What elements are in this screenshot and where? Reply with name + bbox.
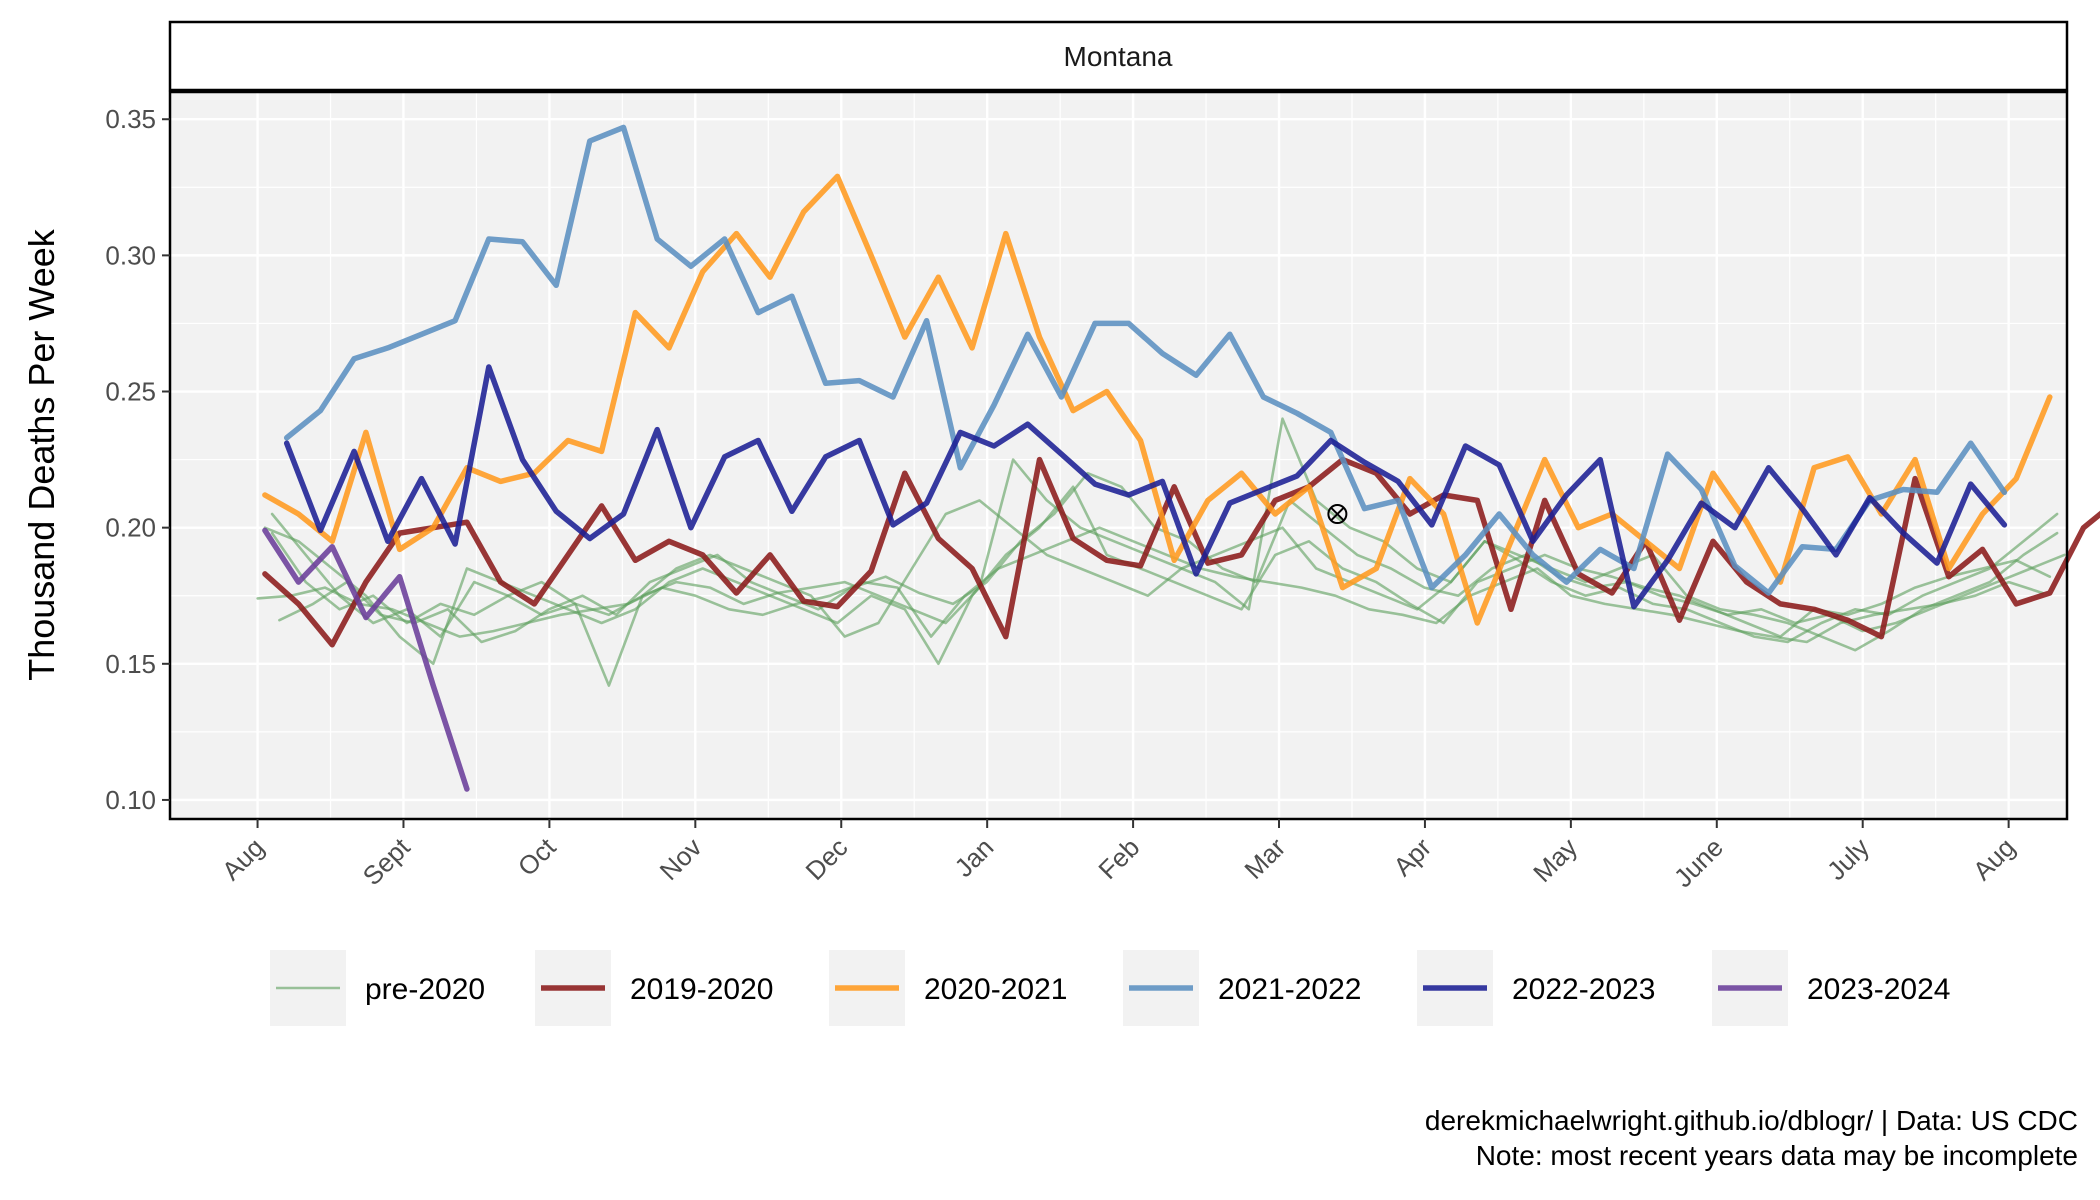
series-layer bbox=[256, 124, 2100, 792]
series-line-2021-2022 bbox=[283, 124, 2008, 596]
series-line-pre-2020 bbox=[263, 485, 2052, 666]
x-tick-label: Nov bbox=[654, 832, 708, 886]
legend: pre-2020 2019-2020 2020-2021 2021-2022 2022-… bbox=[270, 950, 1950, 1026]
y-axis-label: Thousand Deaths Per Week bbox=[21, 228, 62, 681]
x-tick-label: Aug bbox=[1967, 832, 2021, 886]
y-tick-label: 0.15 bbox=[105, 649, 156, 679]
caption-note: Note: most recent years data may be inco… bbox=[1476, 1140, 2078, 1171]
legend-label: 2023-2024 bbox=[1807, 973, 1950, 1006]
x-tick-label: May bbox=[1527, 832, 1583, 888]
marker-layer bbox=[1327, 504, 1348, 525]
facet-strip bbox=[168, 20, 2069, 92]
series-line-2020-2021 bbox=[262, 173, 2053, 626]
legend-label: 2021-2022 bbox=[1218, 973, 1361, 1006]
plot-panel-border bbox=[168, 90, 2069, 821]
x-tick-label: Aug bbox=[216, 832, 270, 886]
plot-panel bbox=[170, 92, 2067, 819]
x-tick-label: Sept bbox=[357, 831, 417, 891]
x-tick-label: Feb bbox=[1092, 832, 1145, 885]
x-tick-label: Jan bbox=[949, 832, 1000, 883]
series-line-2022-2023 bbox=[283, 364, 2008, 610]
legend-label: 2022-2023 bbox=[1512, 973, 1655, 1006]
x-tick-label: Mar bbox=[1238, 832, 1291, 885]
caption-source: derekmichaelwright.github.io/dblogr/ | D… bbox=[1425, 1105, 2078, 1136]
series-line-2023-2024 bbox=[262, 527, 470, 792]
y-tick-label: 0.35 bbox=[105, 104, 156, 134]
y-tick-label: 0.10 bbox=[105, 785, 156, 815]
facet-strip-title: Montana bbox=[1064, 41, 1173, 72]
series-line-pre-2020 bbox=[270, 499, 2059, 687]
y-tick-label: 0.25 bbox=[105, 377, 156, 407]
legend-label: pre-2020 bbox=[365, 973, 485, 1006]
x-tick-label: July bbox=[1821, 832, 1875, 886]
x-tick-label: Apr bbox=[1387, 832, 1437, 882]
point-marker-cross-b bbox=[1330, 506, 1345, 522]
y-tick-label: 0.30 bbox=[105, 240, 156, 270]
legend-label: 2020-2021 bbox=[924, 973, 1067, 1006]
grid-minor bbox=[170, 92, 2067, 819]
x-tick-label: Dec bbox=[800, 832, 854, 886]
x-tick-label: Oct bbox=[512, 831, 562, 881]
x-tick-label: June bbox=[1668, 832, 1729, 893]
legend-label: 2019-2020 bbox=[630, 973, 773, 1006]
series-line-pre-2020 bbox=[270, 417, 2059, 644]
y-axis: 0.10 0.15 0.20 0.25 0.30 0.35 bbox=[105, 104, 170, 815]
point-marker-circle bbox=[1327, 504, 1348, 525]
y-tick-label: 0.20 bbox=[105, 513, 156, 543]
x-axis: Aug Sept Oct Nov Dec Jan Feb Mar Apr May June July A… bbox=[216, 819, 2021, 893]
series-line-pre-2020 bbox=[278, 471, 2066, 644]
